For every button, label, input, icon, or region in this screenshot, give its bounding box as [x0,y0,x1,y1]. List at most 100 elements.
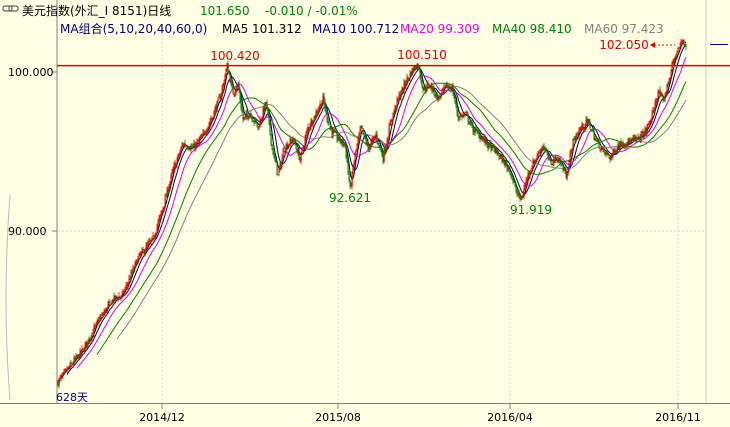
candle-body [450,88,452,91]
candle-body [520,198,522,200]
candle-body [505,160,507,165]
candle-body [361,125,363,129]
candle-body [103,312,105,315]
candle-body [489,142,491,145]
candle-body [454,97,456,103]
candle-body [550,160,552,164]
candle-body [259,120,261,128]
candle-body [360,125,362,129]
candle-body [188,148,190,150]
candle-body [397,98,399,99]
candle-body [683,40,685,43]
candle-body [619,142,621,149]
candle-body [661,94,663,97]
candle-body [231,80,233,86]
candle-body [102,314,104,316]
candle-body [148,241,150,244]
candle-body [478,132,480,138]
candle-body [131,272,133,274]
candle-body [416,63,418,70]
candle-body [328,124,330,126]
candle-body [437,96,439,100]
candle-body [606,153,608,155]
candle-body [78,354,80,359]
candle-body [74,358,76,360]
candle-body [168,187,170,192]
candle-body [563,169,565,171]
candle-body [495,148,497,154]
candle-body [409,72,411,79]
candle-body [639,137,641,141]
candle-body [659,89,661,97]
candle-body [477,131,479,133]
candle-body [596,139,598,141]
candle-body [185,145,187,147]
candle-body [272,148,274,156]
candle-body [149,240,151,242]
candle-body [389,122,391,126]
candle-body [202,133,204,136]
candle-body [264,102,266,111]
candle-body [562,166,564,171]
candle-body [300,152,302,161]
candle-body [116,296,118,298]
candle-body [591,130,593,132]
candle-body [534,159,536,164]
ma-legend-ma10: MA10 100.712 [312,22,399,36]
candle-body [164,197,166,208]
candle-body [207,126,209,131]
candle-body [349,180,351,186]
candle-body [295,144,297,149]
candle-body [601,147,603,149]
candle-body [178,154,180,156]
candle-body [557,159,559,162]
candle-body [196,141,198,144]
candle-body [201,135,203,137]
candle-body [174,162,176,166]
candle-body [67,367,69,370]
candle-body [305,133,307,139]
candle-body [641,131,643,133]
candle-body [537,152,539,157]
candle-body [567,168,569,175]
candle-body [540,148,542,155]
candle-body [85,341,87,346]
candle-body [646,126,648,133]
candle-body [227,62,229,73]
candle-body [135,260,137,264]
candle-body [251,116,253,121]
candle-body [565,170,567,179]
candle-body [532,160,534,169]
candle-body [632,138,634,140]
link-icon[interactable] [2,5,19,12]
candle-body [461,114,463,118]
candle-body [471,121,473,125]
candle-body [390,120,392,123]
candle-body [152,235,154,237]
candle-body [657,91,659,99]
candle-body [465,112,467,114]
candle-body [438,97,440,99]
candle-body [332,130,334,135]
candle-body [658,90,660,93]
candle-body [625,145,627,146]
candle-body [623,144,625,147]
candle-body [282,151,284,158]
candle-body [650,120,652,122]
candle-body [356,144,358,150]
candle-body [186,146,188,148]
candle-body [536,157,538,159]
candle-body [90,337,92,339]
candle-body [70,362,72,364]
candle-body [527,172,529,181]
candle-body [560,162,562,164]
candle-body [463,114,465,116]
candle-body [267,107,269,116]
candle-body [483,137,485,140]
candle-body [212,116,214,119]
candle-body [141,249,143,253]
x-tick-label: 2016/04 [487,411,533,424]
candle-body [122,291,124,293]
candle-body [312,122,314,125]
candle-body [468,121,470,124]
